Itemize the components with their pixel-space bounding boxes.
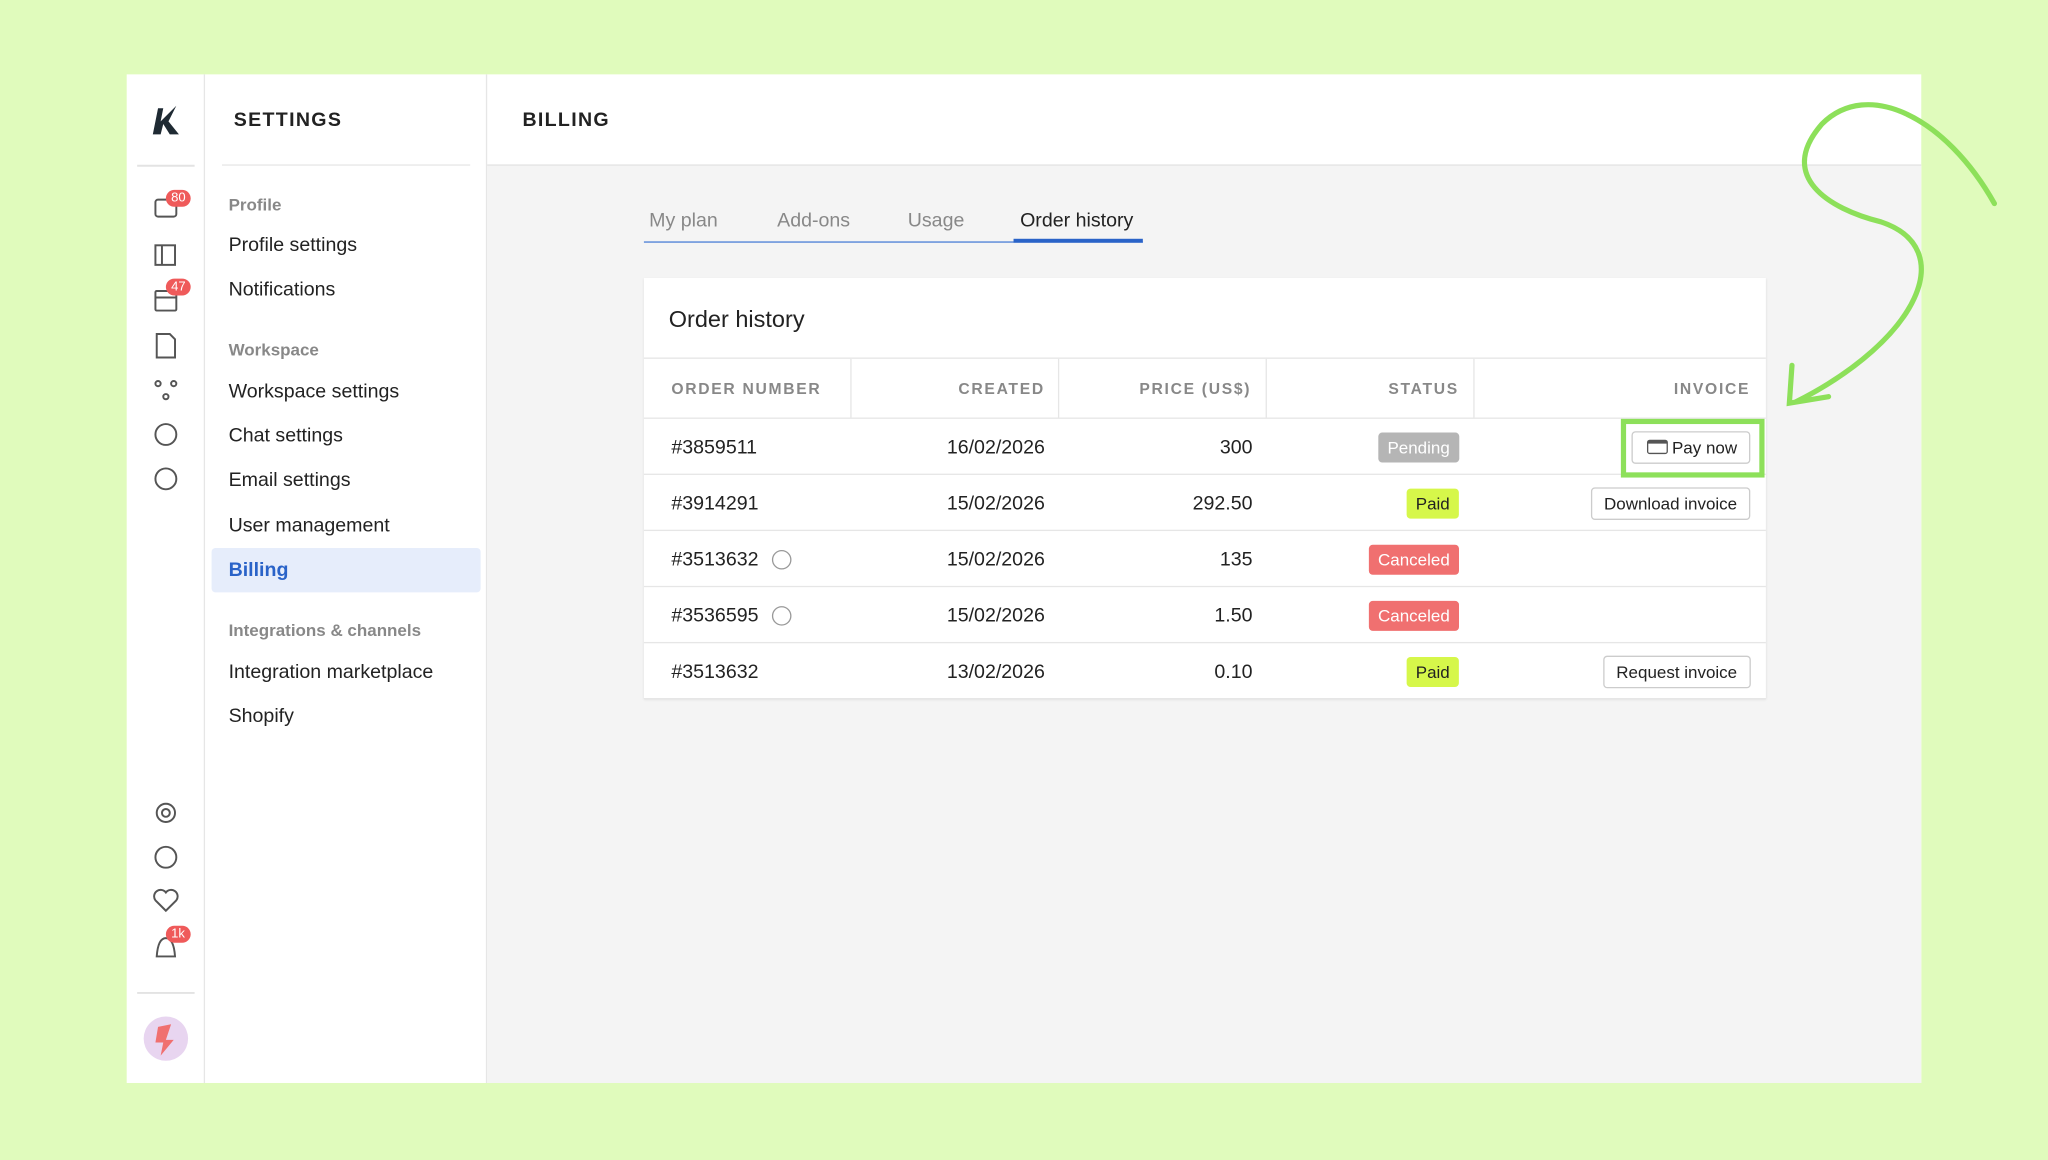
- order-card: [643, 277, 1766, 699]
- tab[interactable]: My plan: [649, 209, 718, 232]
- nav-item[interactable]: Shopify: [228, 705, 294, 728]
- order-number: #3513632: [671, 660, 759, 684]
- icon-rail: 80 47 1k: [127, 74, 206, 1083]
- created-date: 13/02/2026: [946, 660, 1045, 684]
- arrow: [1793, 102, 1998, 405]
- created-date: 16/02/2026: [946, 436, 1045, 459]
- tab[interactable]: Usage: [907, 209, 965, 232]
- info-icon[interactable]: [771, 606, 792, 626]
- nav-item[interactable]: Integration marketplace: [228, 660, 434, 684]
- badge: 80: [165, 189, 191, 207]
- table-rule: [1057, 358, 1060, 418]
- invoice-button[interactable]: Pay now: [1631, 431, 1751, 464]
- table-rule: [643, 585, 1766, 588]
- info-icon[interactable]: [771, 549, 792, 570]
- order-number: #3536595: [671, 604, 759, 627]
- order-number: #3513632: [671, 548, 759, 571]
- badge: 47: [165, 278, 191, 296]
- table-rule: [643, 473, 1766, 475]
- table-rule: [643, 529, 1766, 532]
- column-header: PRICE (US$): [1139, 379, 1252, 398]
- table-rule: [643, 357, 1766, 359]
- tab-underline: [643, 241, 1143, 243]
- status-pill: Paid: [1406, 656, 1459, 687]
- favorite-icon[interactable]: [153, 888, 179, 913]
- flow-icon[interactable]: [154, 380, 162, 388]
- whatsapp-icon[interactable]: [154, 467, 178, 491]
- active-tab-indicator: [1013, 238, 1143, 243]
- arrow-head: [1786, 362, 1832, 407]
- price: 135: [1219, 548, 1253, 571]
- invoice-button[interactable]: Download invoice: [1590, 487, 1751, 520]
- rail-icons: [137, 105, 195, 1061]
- created-date: 15/02/2026: [946, 492, 1045, 515]
- price: 300: [1219, 436, 1253, 459]
- table-rule: [643, 698, 1766, 700]
- status-pill: Pending: [1378, 432, 1459, 463]
- status-pill: Canceled: [1368, 544, 1459, 575]
- report-icon[interactable]: [154, 423, 178, 446]
- table-rule: [1473, 358, 1475, 418]
- tab-active[interactable]: Order history: [1020, 209, 1134, 232]
- card-title: Order history: [668, 305, 805, 333]
- column-header: CREATED: [958, 379, 1045, 398]
- badge: 1k: [165, 925, 191, 943]
- settings-nav: SETTINGS Profile Profile settings Notifi…: [205, 74, 488, 1083]
- price: 1.50: [1214, 604, 1253, 627]
- created-date: 15/02/2026: [946, 604, 1045, 627]
- page-title: BILLING: [522, 108, 610, 132]
- nav-item[interactable]: Profile settings: [228, 234, 358, 257]
- nav-item[interactable]: Email settings: [228, 469, 351, 492]
- column-header: STATUS: [1388, 379, 1459, 398]
- logo[interactable]: [152, 105, 179, 135]
- nav-item[interactable]: Chat settings: [228, 424, 343, 447]
- nav-item[interactable]: Workspace settings: [228, 380, 400, 403]
- order-number: #3914291: [671, 492, 759, 515]
- nav-item-active[interactable]: Billing: [228, 559, 289, 582]
- table-rule: [643, 641, 1766, 644]
- table-rule: [850, 358, 852, 418]
- settings-icon[interactable]: [155, 802, 176, 824]
- section-heading: Workspace: [228, 339, 319, 360]
- nav-item[interactable]: Notifications: [228, 278, 336, 301]
- tab[interactable]: Add-ons: [777, 209, 851, 232]
- card-icon: [1646, 439, 1668, 455]
- table-rule: [1265, 358, 1267, 418]
- document-icon[interactable]: [155, 333, 176, 359]
- nav-title: SETTINGS: [233, 108, 343, 132]
- active-item-bg: [211, 548, 481, 593]
- status-pill: Canceled: [1368, 600, 1459, 631]
- board-icon[interactable]: [154, 244, 176, 266]
- column-header: ORDER NUMBER: [671, 379, 822, 398]
- created-date: 15/02/2026: [946, 548, 1045, 571]
- status-pill: Paid: [1406, 488, 1459, 519]
- section-heading: Integrations & channels: [228, 620, 422, 641]
- table-rule: [643, 417, 1766, 419]
- order-number: #3859511: [671, 436, 758, 459]
- section-heading: Profile: [228, 195, 282, 215]
- price: 0.10: [1214, 660, 1253, 684]
- highlight-box: [1620, 418, 1765, 478]
- help-icon[interactable]: [154, 845, 178, 869]
- price: 292.50: [1192, 492, 1253, 515]
- column-header: INVOICE: [1673, 379, 1751, 398]
- invoice-button[interactable]: Request invoice: [1603, 655, 1751, 689]
- nav-item[interactable]: User management: [228, 514, 390, 537]
